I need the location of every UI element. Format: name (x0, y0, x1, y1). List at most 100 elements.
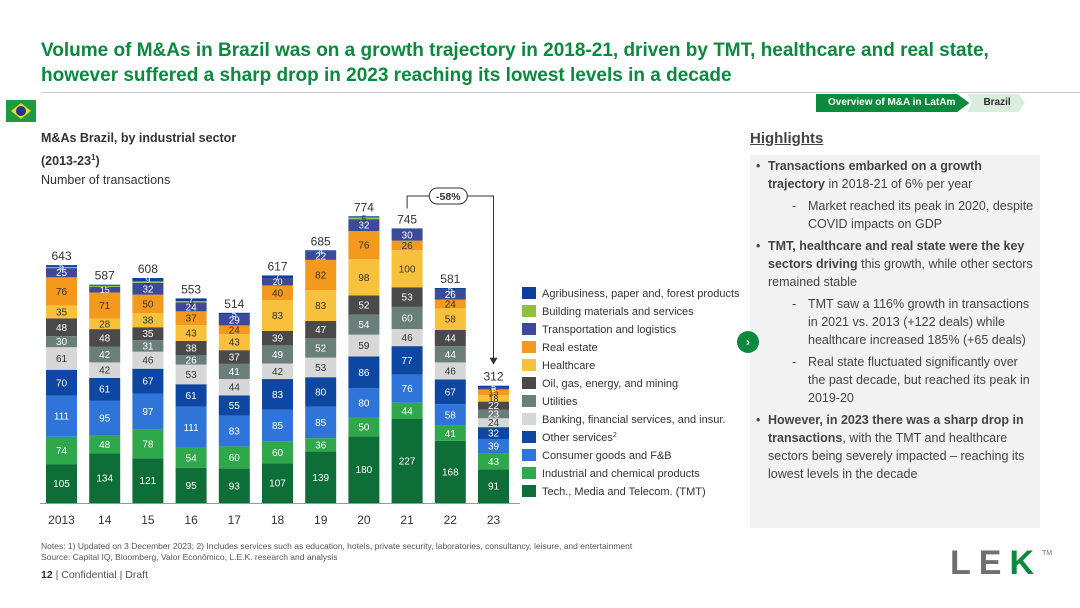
bar-segment (218, 314, 250, 326)
bar-segment (175, 467, 207, 503)
segment-label: 78 (142, 439, 154, 450)
segment-label: 53 (315, 363, 327, 374)
bar-segment (175, 302, 207, 312)
segment-label: 23 (488, 410, 500, 421)
bar-segment (175, 406, 207, 448)
segment-label: 32 (488, 429, 500, 440)
segment-label: 32 (142, 284, 154, 295)
bar-segment (218, 446, 250, 469)
segment-label: 38 (186, 343, 198, 354)
legend-swatch (522, 395, 536, 407)
segment-label: 86 (358, 368, 370, 379)
segment-label: 97 (142, 407, 154, 418)
logo-k: K (1009, 544, 1043, 582)
lek-logo: LEKTM (950, 544, 1052, 583)
segment-label: 80 (315, 388, 327, 399)
bar-segment (46, 464, 77, 503)
segment-label: 53 (402, 293, 414, 304)
bar-segment (262, 463, 293, 503)
segment-label: 121 (140, 476, 157, 487)
bar-segment (348, 314, 380, 335)
segment-label: 80 (358, 399, 370, 410)
legend-swatch (522, 323, 536, 335)
segment-label: 60 (402, 314, 414, 325)
legend-label: Healthcare (542, 360, 595, 372)
bar-segment (391, 287, 423, 307)
bar-segment (434, 379, 466, 405)
bar-segment (89, 329, 121, 347)
bar-segment (391, 228, 423, 230)
bar-segment (434, 404, 466, 426)
x-tick-label: 15 (141, 513, 155, 527)
brazil-flag-icon (6, 100, 36, 122)
segment-label: 227 (399, 457, 416, 468)
segment-label: 111 (183, 423, 199, 434)
segment-label: 95 (99, 414, 111, 425)
x-tick-label: 2013 (48, 513, 75, 527)
bar-segment (89, 362, 121, 378)
bar-segment (218, 325, 250, 335)
segment-label: 5 (232, 309, 237, 319)
bar-segment (175, 364, 207, 385)
bar-segment (132, 313, 164, 328)
bar-segment (262, 409, 293, 442)
bar-segment (262, 345, 293, 364)
segment-label: 44 (445, 333, 457, 344)
bar-segment (46, 265, 77, 267)
segment-label: 85 (315, 418, 327, 429)
bar-segment (478, 401, 509, 410)
bar-segment (89, 292, 121, 319)
logo-tm: TM (1042, 550, 1053, 557)
segment-label: 5 (448, 284, 453, 294)
x-tick-label: 22 (444, 513, 458, 527)
bar-segment (132, 294, 164, 314)
next-arrow-button[interactable]: › (737, 331, 759, 353)
segment-label: 61 (186, 391, 198, 402)
segment-label: 46 (402, 333, 414, 344)
bar-segment (262, 379, 293, 410)
segment-label: 70 (56, 378, 68, 389)
bar-segment (218, 468, 250, 503)
segment-label: 9 (145, 275, 150, 285)
segment-label: 5 (59, 262, 64, 272)
breadcrumb-brazil[interactable]: Brazil (967, 94, 1025, 112)
highlight-text: this growth, while other sectors remaine… (768, 257, 1033, 289)
bar-segment (175, 340, 207, 355)
bar-total-label: 581 (440, 272, 460, 286)
legend-label: Agribusiness, paper and, forest products (542, 288, 740, 300)
bar-segment (89, 346, 121, 363)
highlight-item: TMT, healthcare and real state were the … (754, 237, 1036, 291)
segment-label: 25 (56, 268, 68, 279)
bar-total-label: 587 (95, 269, 115, 283)
bar-segment (262, 285, 293, 301)
bar-segment (89, 453, 121, 503)
segment-label: 22 (488, 401, 500, 412)
bar-segment (434, 362, 466, 380)
segment-label: 36 (315, 440, 327, 451)
highlight-item: Transactions embarked on a growth trajec… (754, 157, 1036, 193)
segment-label: 59 (358, 341, 370, 352)
segment-label: 41 (445, 429, 457, 440)
x-tick-label: 20 (357, 513, 371, 527)
segment-label: 134 (96, 474, 113, 485)
bar-segment (478, 389, 509, 395)
segment-label: 5 (491, 382, 496, 392)
segment-label: 24 (445, 299, 457, 310)
bar-segment (218, 415, 250, 447)
segment-label: 58 (445, 410, 457, 421)
legend-label: Industrial and chemical products (542, 468, 700, 480)
segment-label: 30 (402, 231, 414, 242)
highlight-text: in 2018-21 of 6% per year (824, 177, 973, 191)
breadcrumb-overview[interactable]: Overview of M&A in LatAm (816, 94, 970, 112)
highlight-item: TMT saw a 116% growth in transactions in… (754, 295, 1036, 349)
bar-segment (305, 438, 337, 452)
segment-label: 24 (488, 418, 500, 429)
x-tick-label: 17 (228, 513, 242, 527)
bar-segment (175, 447, 207, 468)
segment-label: 39 (272, 334, 284, 345)
bar-total-label: 514 (224, 297, 244, 311)
bar-total-label: 553 (181, 282, 201, 296)
segment-label: 85 (272, 421, 284, 432)
bar-segment (305, 338, 337, 358)
segment-label: 60 (272, 448, 284, 459)
